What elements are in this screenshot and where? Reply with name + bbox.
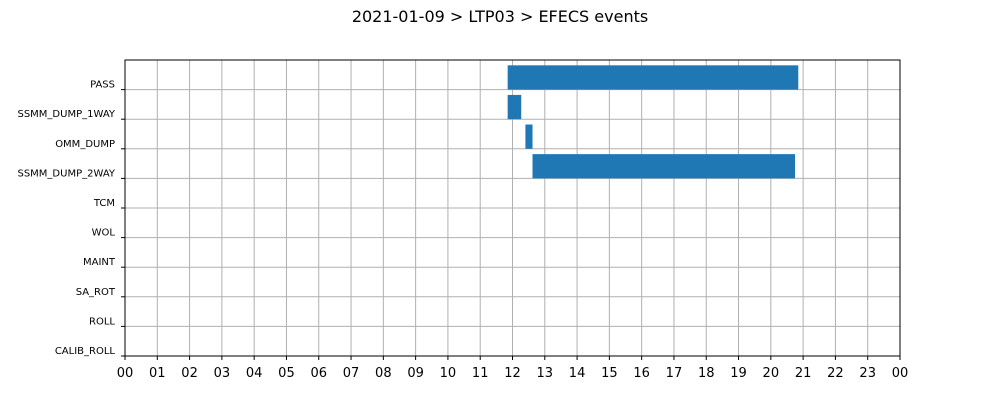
x-tick-label: 02	[181, 366, 198, 381]
x-tick-label: 20	[763, 366, 780, 381]
y-tick-label: PASS	[90, 80, 115, 91]
event-bar	[525, 124, 533, 149]
x-tick-label: 15	[601, 366, 618, 381]
x-tick-label: 16	[633, 366, 650, 381]
x-tick-label: 10	[440, 366, 457, 381]
x-tick-label: 06	[310, 366, 327, 381]
x-tick-label: 09	[407, 366, 424, 381]
event-bar	[507, 94, 522, 120]
x-tick-label: 00	[117, 366, 134, 381]
y-tick-label: TCM	[93, 198, 115, 209]
x-tick-label: 22	[827, 366, 844, 381]
y-tick-label: OMM_DUMP	[55, 139, 115, 150]
y-tick-label: WOL	[92, 228, 116, 239]
chart-title: 2021-01-09 > LTP03 > EFECS events	[352, 7, 648, 26]
y-tick-label: SSMM_DUMP_2WAY	[17, 168, 115, 179]
x-tick-label: 18	[698, 366, 715, 381]
x-tick-label: 13	[537, 366, 554, 381]
x-tick-label: 23	[859, 366, 876, 381]
y-tick-label: CALIB_ROLL	[55, 346, 116, 357]
x-tick-label: 19	[730, 366, 747, 381]
x-tick-label: 01	[149, 366, 166, 381]
x-tick-label: 07	[343, 366, 360, 381]
x-tick-label: 03	[214, 366, 231, 381]
y-tick-label: SA_ROT	[76, 287, 116, 298]
x-tick-label: 17	[666, 366, 683, 381]
x-tick-label: 05	[278, 366, 295, 381]
y-tick-label: ROLL	[89, 316, 115, 327]
x-axis-ticks: 00 01 02 03 04 05 06 07 08 09 10 11 12 13 14 15 16 17 18 19…	[117, 356, 909, 381]
x-tick-label: 11	[472, 366, 489, 381]
x-tick-label: 14	[569, 366, 586, 381]
event-bar	[532, 154, 796, 179]
x-tick-label: 12	[504, 366, 521, 381]
x-tick-label: 04	[246, 366, 263, 381]
y-axis-ticks: PASS SSMM_DUMP_1WAY OMM_DUMP SSMM_DUMP_2WAY…	[17, 80, 125, 357]
event-bars	[507, 65, 799, 179]
x-tick-label: 21	[795, 366, 812, 381]
x-tick-label: 00	[892, 366, 909, 381]
y-tick-label: SSMM_DUMP_1WAY	[17, 109, 115, 120]
y-tick-label: MAINT	[83, 257, 116, 268]
event-bar	[507, 65, 799, 90]
x-tick-label: 08	[375, 366, 392, 381]
